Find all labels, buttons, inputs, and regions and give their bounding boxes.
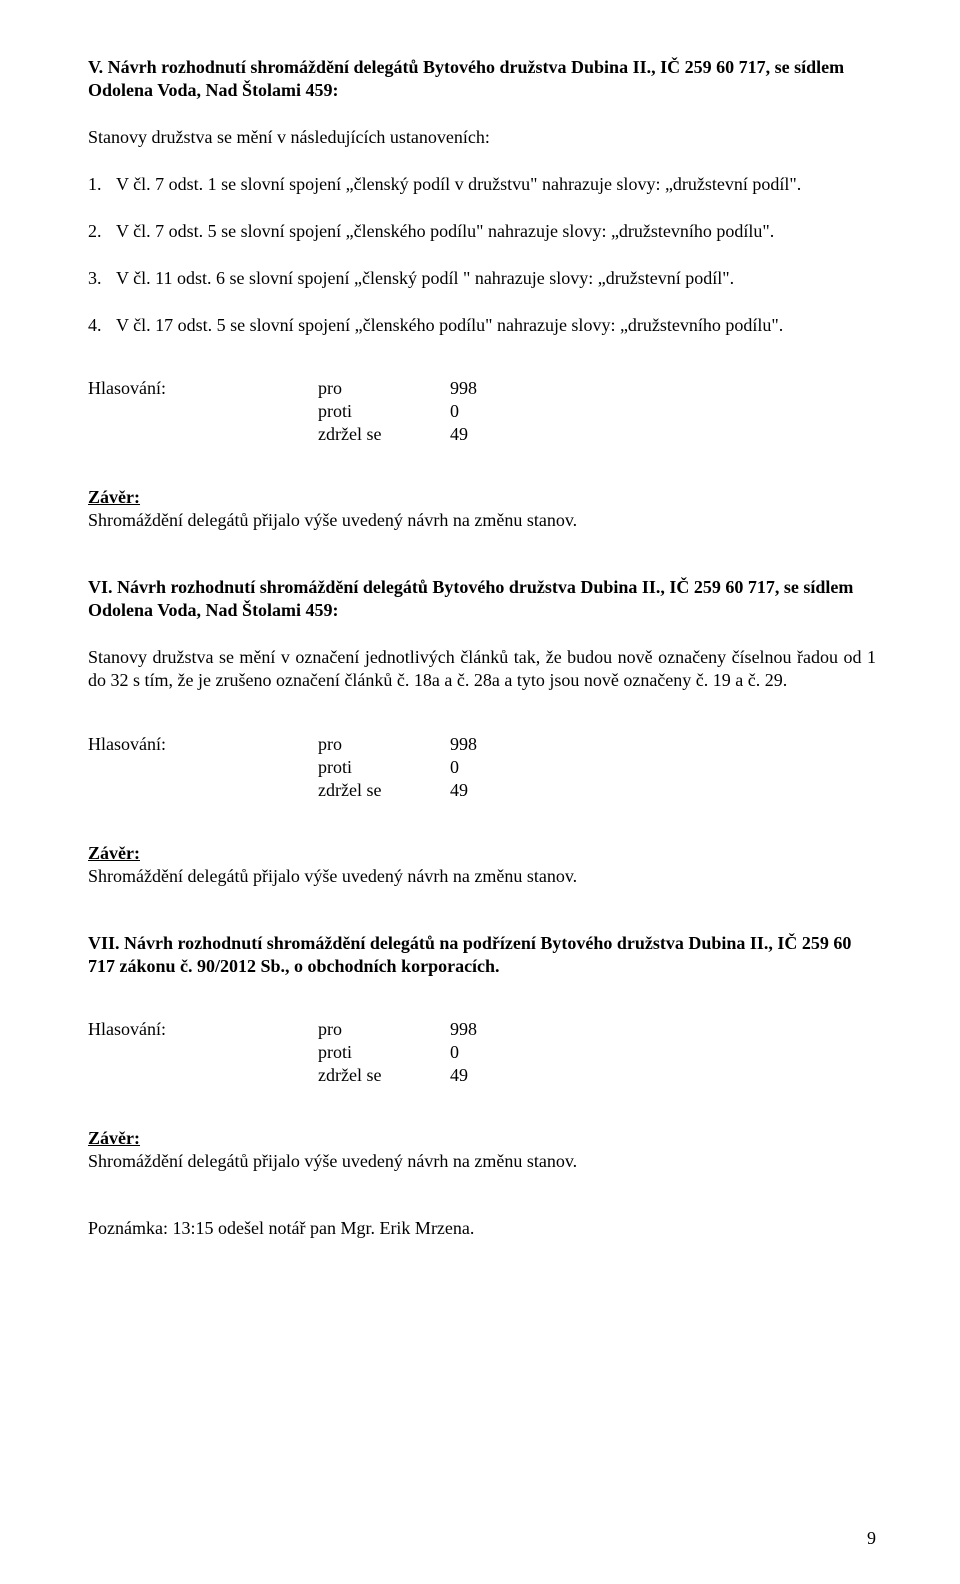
conclusion-text: Shromáždění delegátů přijalo výše uveden…	[88, 1150, 876, 1173]
voting-value: 0	[450, 1041, 510, 1064]
voting-term: pro	[318, 1018, 450, 1041]
voting-value: 49	[450, 1064, 510, 1087]
conclusion-block: Závěr: Shromáždění delegátů přijalo výše…	[88, 486, 876, 532]
list-item-text: V čl. 17 odst. 5 se slovní spojení „člen…	[116, 315, 783, 335]
voting-term: zdržel se	[318, 1064, 450, 1087]
voting-row: Hlasování: pro 998	[88, 1018, 876, 1041]
voting-term: pro	[318, 377, 450, 400]
list-item: 2.V čl. 7 odst. 5 se slovní spojení „čle…	[88, 220, 876, 243]
conclusion-label: Závěr:	[88, 1127, 876, 1150]
voting-value: 998	[450, 733, 510, 756]
list-item-number: 2.	[88, 220, 116, 243]
list-item-number: 1.	[88, 173, 116, 196]
list-item: 4.V čl. 17 odst. 5 se slovní spojení „čl…	[88, 314, 876, 337]
voting-label: Hlasování:	[88, 733, 318, 756]
voting-label-empty	[88, 779, 318, 802]
voting-row: proti 0	[88, 756, 876, 779]
list-item-number: 4.	[88, 314, 116, 337]
conclusion-block: Závěr: Shromáždění delegátů přijalo výše…	[88, 842, 876, 888]
voting-term: zdržel se	[318, 779, 450, 802]
voting-value: 49	[450, 423, 510, 446]
list-item: 3.V čl. 11 odst. 6 se slovní spojení „čl…	[88, 267, 876, 290]
voting-row: zdržel se 49	[88, 423, 876, 446]
list-item-text: V čl. 7 odst. 5 se slovní spojení „člens…	[116, 221, 774, 241]
conclusion-label: Závěr:	[88, 842, 876, 865]
note-text: Poznámka: 13:15 odešel notář pan Mgr. Er…	[88, 1217, 876, 1240]
voting-value: 998	[450, 1018, 510, 1041]
list-item: 1.V čl. 7 odst. 1 se slovní spojení „čle…	[88, 173, 876, 196]
voting-term: proti	[318, 1041, 450, 1064]
voting-term: proti	[318, 756, 450, 779]
voting-label: Hlasování:	[88, 1018, 318, 1041]
section-v-intro: Stanovy družstva se mění v následujících…	[88, 126, 876, 149]
voting-term: zdržel se	[318, 423, 450, 446]
voting-label-empty	[88, 756, 318, 779]
page-number: 9	[867, 1527, 876, 1550]
section-v-title: V. Návrh rozhodnutí shromáždění delegátů…	[88, 56, 876, 102]
list-item-number: 3.	[88, 267, 116, 290]
section-vii-title: VII. Návrh rozhodnutí shromáždění delegá…	[88, 932, 876, 978]
section-v-list: 1.V čl. 7 odst. 1 se slovní spojení „čle…	[88, 173, 876, 337]
list-item-text: V čl. 7 odst. 1 se slovní spojení „člens…	[116, 174, 801, 194]
voting-label-empty	[88, 423, 318, 446]
voting-block: Hlasování: pro 998 proti 0 zdržel se 49	[88, 1018, 876, 1087]
conclusion-block: Závěr: Shromáždění delegátů přijalo výše…	[88, 1127, 876, 1173]
voting-term: pro	[318, 733, 450, 756]
voting-row: zdržel se 49	[88, 779, 876, 802]
document-page: V. Návrh rozhodnutí shromáždění delegátů…	[0, 0, 960, 1584]
voting-label-empty	[88, 1041, 318, 1064]
conclusion-text: Shromáždění delegátů přijalo výše uveden…	[88, 865, 876, 888]
conclusion-text: Shromáždění delegátů přijalo výše uveden…	[88, 509, 876, 532]
voting-value: 0	[450, 756, 510, 779]
voting-label-empty	[88, 1064, 318, 1087]
voting-block: Hlasování: pro 998 proti 0 zdržel se 49	[88, 377, 876, 446]
section-vi-title: VI. Návrh rozhodnutí shromáždění delegát…	[88, 576, 876, 622]
voting-value: 998	[450, 377, 510, 400]
conclusion-label: Závěr:	[88, 486, 876, 509]
voting-label: Hlasování:	[88, 377, 318, 400]
voting-value: 49	[450, 779, 510, 802]
voting-row: Hlasování: pro 998	[88, 733, 876, 756]
voting-row: zdržel se 49	[88, 1064, 876, 1087]
voting-block: Hlasování: pro 998 proti 0 zdržel se 49	[88, 733, 876, 802]
voting-row: proti 0	[88, 1041, 876, 1064]
voting-row: Hlasování: pro 998	[88, 377, 876, 400]
section-vi-body: Stanovy družstva se mění v označení jedn…	[88, 646, 876, 692]
list-item-text: V čl. 11 odst. 6 se slovní spojení „člen…	[116, 268, 734, 288]
voting-label-empty	[88, 400, 318, 423]
voting-row: proti 0	[88, 400, 876, 423]
voting-value: 0	[450, 400, 510, 423]
voting-term: proti	[318, 400, 450, 423]
